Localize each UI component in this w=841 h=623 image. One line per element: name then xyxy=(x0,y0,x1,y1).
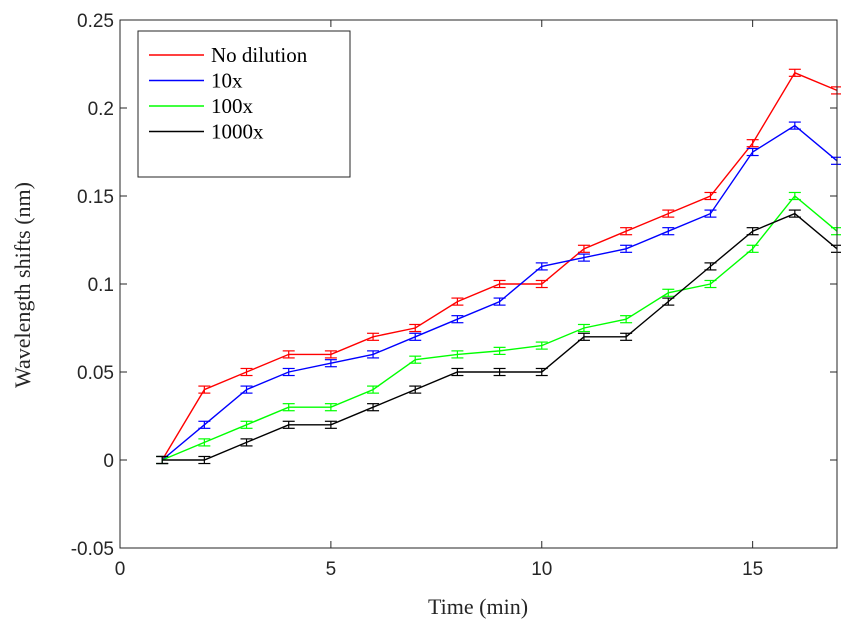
error-bar-3-15 xyxy=(788,209,801,218)
error-bar-0-2 xyxy=(240,367,253,377)
error-bar-2-1 xyxy=(198,438,211,447)
error-bar-3-7 xyxy=(451,367,464,377)
error-bar-1-9 xyxy=(535,262,548,271)
legend-label-2: 100x xyxy=(211,94,254,118)
series-1 xyxy=(156,121,841,465)
error-bar-2-6 xyxy=(409,355,422,364)
error-bar-1-11 xyxy=(620,244,633,253)
error-bar-3-6 xyxy=(409,385,422,394)
error-bar-0-14 xyxy=(746,139,759,148)
series-3 xyxy=(156,209,841,465)
legend-label-1: 10x xyxy=(211,69,243,93)
y-tick-label: 0.25 xyxy=(77,11,114,32)
error-bar-3-4 xyxy=(324,420,337,429)
error-bar-3-3 xyxy=(282,420,295,429)
error-bar-0-12 xyxy=(662,209,675,218)
error-bar-1-12 xyxy=(662,227,675,236)
error-bar-0-8 xyxy=(493,279,506,289)
error-bar-1-6 xyxy=(409,332,422,341)
error-bar-1-3 xyxy=(282,367,295,377)
error-bar-0-7 xyxy=(451,297,464,306)
error-bar-2-8 xyxy=(493,346,506,355)
error-bar-2-9 xyxy=(535,341,548,350)
error-bar-2-7 xyxy=(451,350,464,359)
x-axis-title: Time (min) xyxy=(428,594,528,619)
error-bar-3-8 xyxy=(493,367,506,377)
error-bar-2-12 xyxy=(662,288,675,297)
error-bar-1-4 xyxy=(324,359,337,368)
error-bar-1-2 xyxy=(240,385,253,394)
error-bar-3-14 xyxy=(746,227,759,236)
error-bar-3-13 xyxy=(704,262,717,271)
y-axis-title: Wavelength shifts (nm) xyxy=(10,182,35,388)
error-bar-3-11 xyxy=(620,332,633,341)
error-bar-2-10 xyxy=(577,323,590,333)
y-tick-label: 0.05 xyxy=(77,363,114,384)
legend-label-0: No dilution xyxy=(211,43,308,67)
series-2 xyxy=(156,191,841,465)
error-bar-2-5 xyxy=(367,385,380,394)
y-tick-label: 0.1 xyxy=(88,275,114,296)
error-bar-3-10 xyxy=(577,332,590,341)
x-tick-label: 10 xyxy=(531,559,552,580)
error-bar-2-15 xyxy=(788,191,801,201)
error-bar-2-3 xyxy=(282,403,295,412)
error-bar-3-9 xyxy=(535,367,548,377)
legend-label-3: 1000x xyxy=(211,120,264,144)
series-layer xyxy=(156,68,841,465)
y-tick-label: 0.2 xyxy=(88,99,114,120)
error-bar-0-3 xyxy=(282,350,295,359)
error-bar-1-14 xyxy=(746,147,759,157)
error-bar-1-7 xyxy=(451,315,464,324)
error-bar-3-12 xyxy=(662,297,675,306)
error-bar-1-8 xyxy=(493,297,506,306)
error-bar-3-1 xyxy=(198,455,211,465)
error-bar-1-10 xyxy=(577,253,590,262)
x-tick-label: 15 xyxy=(742,559,763,580)
error-bar-0-11 xyxy=(620,227,633,236)
error-bar-3-2 xyxy=(240,438,253,447)
error-bar-1-15 xyxy=(788,121,801,130)
error-bar-0-9 xyxy=(535,279,548,289)
error-bar-3-5 xyxy=(367,403,380,412)
error-bar-1-13 xyxy=(704,209,717,218)
x-tick-label: 0 xyxy=(115,559,126,580)
y-tick-label: 0 xyxy=(103,451,114,472)
error-bar-2-2 xyxy=(240,420,253,429)
error-bar-2-4 xyxy=(324,403,337,412)
error-bar-2-11 xyxy=(620,315,633,324)
error-bar-1-1 xyxy=(198,420,211,429)
y-tick-label: 0.15 xyxy=(77,187,114,208)
error-bar-0-6 xyxy=(409,323,422,333)
y-tick-label: -0.05 xyxy=(71,539,114,560)
error-bar-0-10 xyxy=(577,244,590,253)
error-bar-0-1 xyxy=(198,385,211,394)
error-bar-1-5 xyxy=(367,350,380,359)
x-tick-label: 5 xyxy=(326,559,337,580)
error-bar-2-14 xyxy=(746,244,759,253)
error-bar-2-13 xyxy=(704,279,717,289)
error-bar-0-4 xyxy=(324,350,337,359)
error-bar-0-5 xyxy=(367,332,380,341)
error-bar-0-15 xyxy=(788,68,801,77)
error-bar-3-0 xyxy=(156,455,169,465)
error-bar-0-13 xyxy=(704,191,717,201)
